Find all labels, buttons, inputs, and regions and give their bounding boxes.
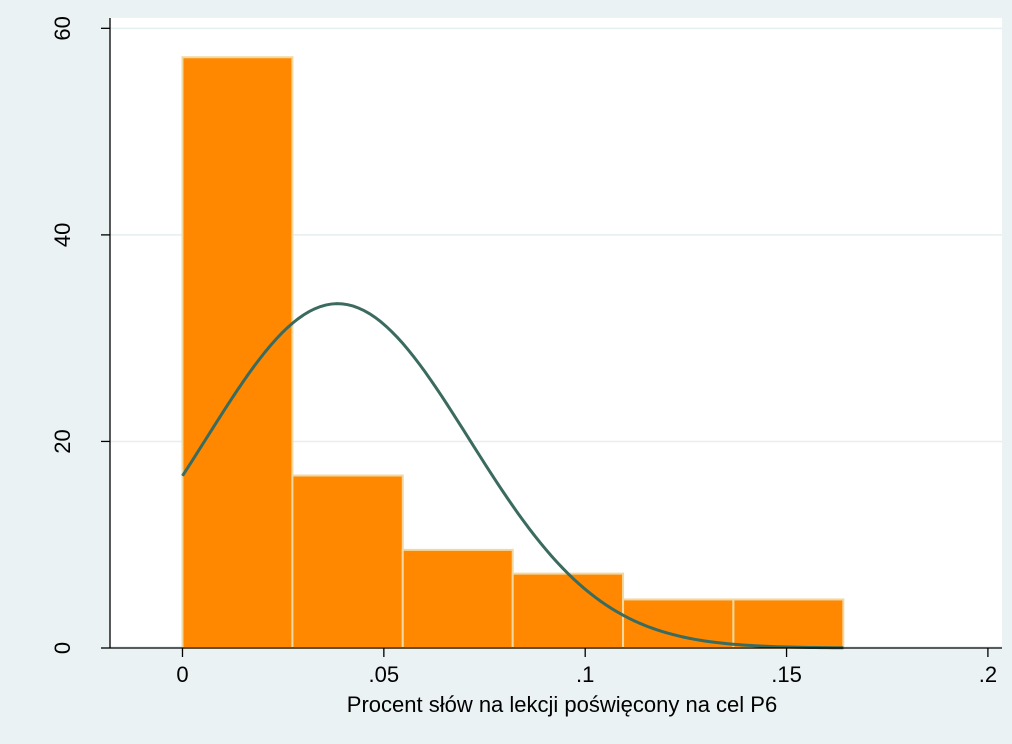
y-tick-label: 40	[50, 223, 75, 247]
x-tick-label: .1	[576, 662, 594, 687]
normal-density-curve	[181, 302, 844, 650]
histogram-bar-2	[291, 474, 404, 649]
y-axis-ticks: 0 20 40 60	[50, 16, 110, 654]
axes	[109, 18, 1002, 649]
x-tick-label: .15	[771, 662, 802, 687]
y-tick-label: 0	[50, 642, 75, 654]
x-axis-ticks: 0 .05 .1 .15 .2	[176, 648, 997, 687]
x-axis-title: Procent słów na lekcji poświęcony na cel…	[347, 692, 777, 717]
x-tick-label: 0	[176, 662, 188, 687]
x-tick-label: .2	[979, 662, 997, 687]
x-tick-label: .05	[369, 662, 400, 687]
y-tick-label: 60	[50, 16, 75, 40]
histogram-bars	[181, 56, 845, 650]
y-tick-label: 20	[50, 429, 75, 453]
histogram-bar-6	[732, 598, 845, 650]
histogram-bar-4	[511, 572, 625, 649]
histogram-bar-1	[181, 56, 294, 649]
histogram-bar-3	[401, 548, 514, 650]
